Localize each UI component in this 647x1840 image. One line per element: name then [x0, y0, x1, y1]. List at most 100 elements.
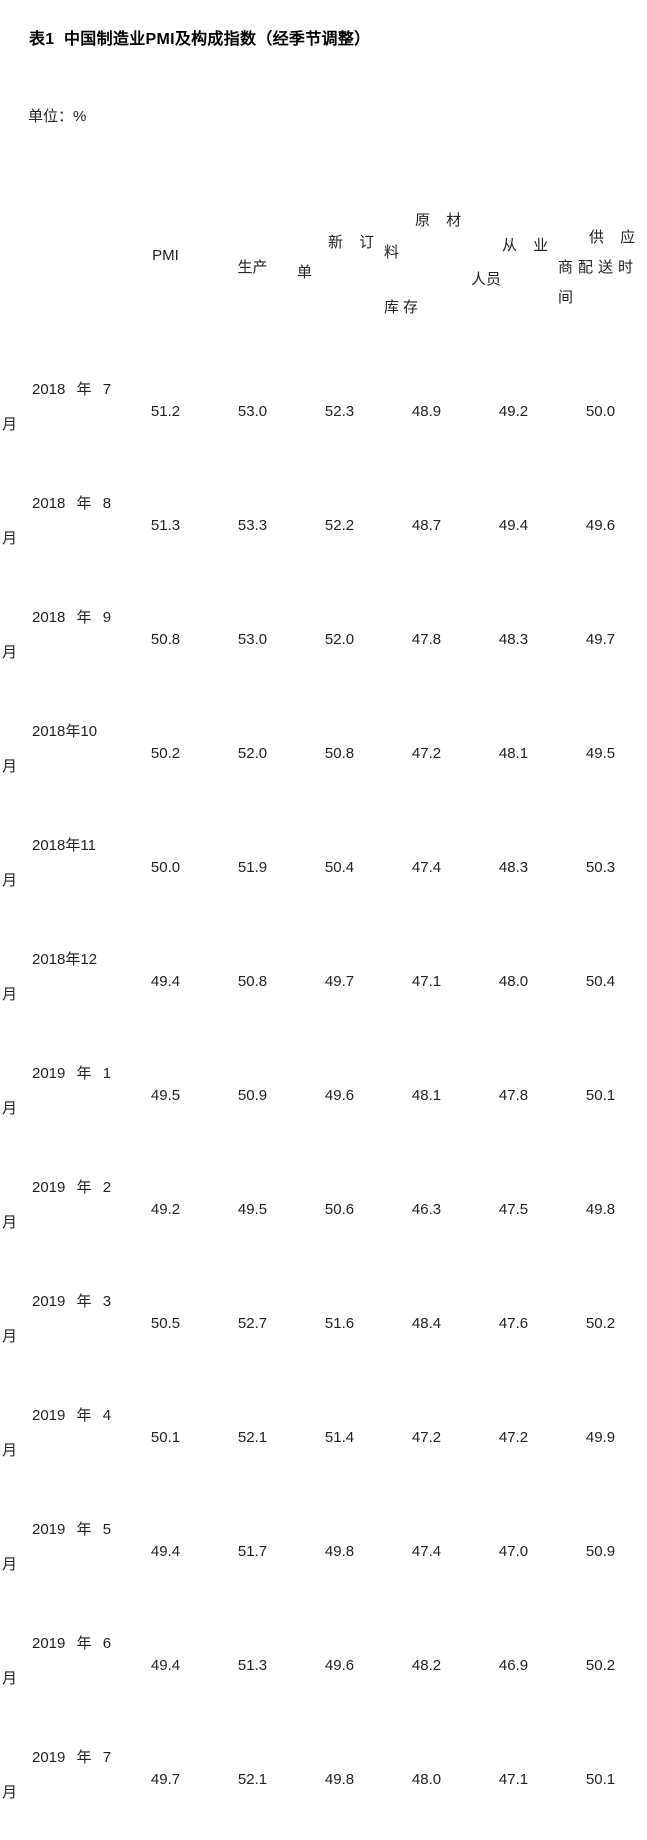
supplier-delivery-value: 50.1	[585, 1087, 616, 1104]
new-orders-value: 52.0	[324, 631, 355, 648]
supplier-delivery-value-cell: 50.9	[557, 1499, 644, 1613]
new-orders-value: 49.8	[324, 1543, 355, 1560]
month-cell: 2018 年 8 月	[0, 473, 122, 587]
new-orders-value: 51.6	[324, 1315, 355, 1332]
new-orders-value-cell: 50.4	[296, 815, 383, 929]
new-orders-value: 49.6	[324, 1657, 355, 1674]
production-value-cell: 52.1	[209, 1385, 296, 1499]
supplier-delivery-value: 49.8	[585, 1201, 616, 1218]
raw-materials-value-cell: 48.7	[383, 473, 470, 587]
employment-value-cell: 47.5	[470, 1157, 557, 1271]
month-cell: 2019 年 6 月	[0, 1613, 122, 1727]
production-value-cell: 53.0	[209, 359, 296, 473]
employment-value: 46.9	[498, 1657, 529, 1674]
header-supplier-delivery: 供 应 商配送时 间	[557, 150, 644, 359]
header-new-orders-line1: 新 订	[328, 234, 375, 251]
header-production: 生产	[209, 150, 296, 359]
new-orders-value-cell: 49.6	[296, 1613, 383, 1727]
supplier-delivery-value: 50.4	[585, 973, 616, 990]
month-cell: 2019 年 3 月	[0, 1271, 122, 1385]
month-cell: 2019 年 2 月	[0, 1157, 122, 1271]
employment-value-cell: 47.2	[470, 1385, 557, 1499]
header-pmi-label: PMI	[152, 247, 179, 264]
production-value: 53.0	[237, 403, 268, 420]
production-value: 53.3	[237, 517, 268, 534]
new-orders-value: 50.6	[324, 1201, 355, 1218]
header-employment-line2: 人员	[471, 271, 502, 288]
month-label-line1: 2019 年 1	[32, 1065, 112, 1082]
month-label-line2: 月	[2, 530, 18, 547]
month-cell: 2019 年 4 月	[0, 1385, 122, 1499]
employment-value: 47.8	[498, 1087, 529, 1104]
employment-value-cell: 47.8	[470, 1043, 557, 1157]
new-orders-value-cell: 49.6	[296, 1043, 383, 1157]
month-cell: 2018年10 月	[0, 701, 122, 815]
supplier-delivery-value: 50.1	[585, 1771, 616, 1788]
raw-materials-value: 46.3	[411, 1201, 442, 1218]
employment-value: 48.3	[498, 859, 529, 876]
pmi-value: 49.7	[150, 1771, 181, 1788]
employment-value: 48.0	[498, 973, 529, 990]
pmi-value-cell: 49.4	[122, 1613, 209, 1727]
new-orders-value: 49.8	[324, 1771, 355, 1788]
pmi-value-cell: 50.2	[122, 701, 209, 815]
raw-materials-value-cell: 48.4	[383, 1271, 470, 1385]
month-label-line2: 月	[2, 644, 18, 661]
raw-materials-value: 48.2	[411, 1657, 442, 1674]
supplier-delivery-value: 49.9	[585, 1429, 616, 1446]
supplier-delivery-value: 49.5	[585, 745, 616, 762]
month-label-line2: 月	[2, 872, 18, 889]
new-orders-value-cell: 49.8	[296, 1499, 383, 1613]
month-label-line1: 2019 年 2	[32, 1179, 112, 1196]
production-value-cell: 52.7	[209, 1271, 296, 1385]
supplier-delivery-value-cell: 50.3	[557, 815, 644, 929]
employment-value-cell: 48.3	[470, 815, 557, 929]
month-label-line1: 2018年11	[32, 837, 96, 854]
header-new-orders-line2: 单	[297, 264, 313, 281]
production-value-cell: 49.5	[209, 1157, 296, 1271]
month-label-line2: 月	[2, 1784, 18, 1801]
month-label-line1: 2019 年 7	[32, 1749, 112, 1766]
new-orders-value: 52.3	[324, 403, 355, 420]
new-orders-value-cell: 51.4	[296, 1385, 383, 1499]
raw-materials-value-cell: 48.2	[383, 1613, 470, 1727]
month-label-line2: 月	[2, 1556, 18, 1573]
raw-materials-value-cell: 47.2	[383, 1385, 470, 1499]
employment-value-cell: 49.2	[470, 359, 557, 473]
new-orders-value: 52.2	[324, 517, 355, 534]
month-label-line2: 月	[2, 986, 18, 1003]
new-orders-value-cell: 49.8	[296, 1727, 383, 1840]
supplier-delivery-value: 49.7	[585, 631, 616, 648]
raw-materials-value: 47.2	[411, 1429, 442, 1446]
pmi-value: 49.4	[150, 1657, 181, 1674]
raw-materials-value-cell: 48.9	[383, 359, 470, 473]
employment-value-cell: 48.1	[470, 701, 557, 815]
raw-materials-value: 48.7	[411, 517, 442, 534]
raw-materials-value: 48.1	[411, 1087, 442, 1104]
header-supplier-delivery-line2: 商配送时	[558, 259, 639, 276]
production-value: 52.0	[237, 745, 268, 762]
month-label-line2: 月	[2, 1100, 18, 1117]
supplier-delivery-value: 50.3	[585, 859, 616, 876]
pmi-value-cell: 50.5	[122, 1271, 209, 1385]
month-cell: 2018 年 7 月	[0, 359, 122, 473]
pmi-value-cell: 50.1	[122, 1385, 209, 1499]
raw-materials-value: 47.8	[411, 631, 442, 648]
month-cell: 2018年12 月	[0, 929, 122, 1043]
month-label-line1: 2019 年 4	[32, 1407, 112, 1424]
new-orders-value-cell: 49.7	[296, 929, 383, 1043]
month-cell: 2018年11 月	[0, 815, 122, 929]
header-raw-materials-inventory: 原 材 料 库存	[383, 150, 470, 359]
new-orders-value-cell: 50.6	[296, 1157, 383, 1271]
month-cell: 2018 年 9 月	[0, 587, 122, 701]
new-orders-value: 49.6	[324, 1087, 355, 1104]
pmi-value: 50.0	[150, 859, 181, 876]
supplier-delivery-value-cell: 50.4	[557, 929, 644, 1043]
header-raw-materials-line2: 料	[384, 244, 400, 261]
new-orders-value: 49.7	[324, 973, 355, 990]
unit-label: 单位：%	[28, 108, 87, 125]
production-value: 50.9	[237, 1087, 268, 1104]
supplier-delivery-value-cell: 50.1	[557, 1727, 644, 1840]
month-label-line2: 月	[2, 1214, 18, 1231]
